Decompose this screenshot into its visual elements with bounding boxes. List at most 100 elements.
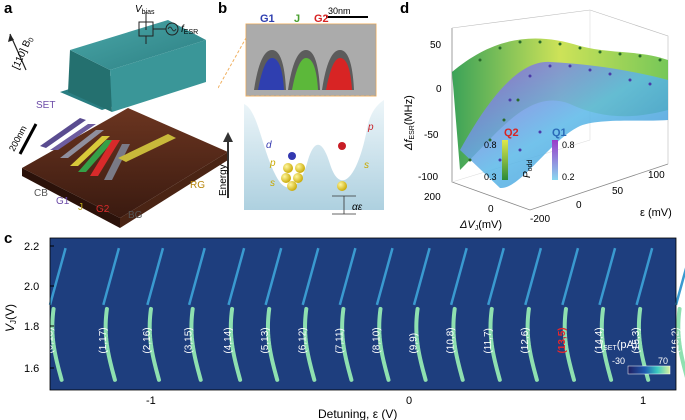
co-label: Co	[90, 31, 104, 43]
g2-label: G2	[96, 204, 110, 215]
potential-well	[244, 100, 384, 210]
panel-letter-c: c	[4, 230, 13, 247]
transition-line	[340, 306, 354, 382]
z-axis-label: ΔfESR(MHz)	[403, 95, 416, 151]
transition-label: (10,8)	[446, 327, 457, 353]
y-tick-0: 0	[576, 200, 582, 211]
transition-line	[599, 306, 614, 382]
electron-p-spin	[338, 142, 346, 150]
x-tick-200: 200	[424, 192, 441, 203]
q2-colorbar	[502, 140, 508, 180]
panel-letter-b: b	[218, 0, 228, 17]
transition-line-upper	[449, 247, 468, 306]
transition-line-upper	[524, 247, 543, 306]
transition-line	[676, 306, 685, 378]
y-tick-50: 50	[612, 186, 624, 197]
transition-line-upper	[674, 267, 685, 306]
panel-letter-a: a	[4, 0, 13, 17]
transition-line-upper	[48, 247, 67, 306]
s-orbital-left-label: s	[270, 178, 275, 189]
transition-line	[265, 306, 280, 382]
electron-p-1	[283, 163, 293, 173]
transition-line	[303, 306, 317, 382]
transition-label: (14,4)	[594, 327, 605, 353]
x-axis-label: Detuning, ε (V)	[318, 407, 397, 420]
transition-line	[377, 306, 391, 382]
sem-dot-g2	[326, 58, 352, 90]
j-title: J	[294, 13, 300, 25]
transition-line	[451, 306, 465, 382]
transition-line-upper	[598, 247, 617, 306]
scale-bar	[18, 123, 38, 155]
electron-s-right	[337, 181, 347, 191]
q1-surface	[460, 61, 668, 189]
p-orbital-left-label: p	[269, 158, 276, 169]
sem-scale-label: 30nm	[328, 6, 351, 16]
energy-arrowhead-icon	[223, 132, 233, 142]
esr-source-icon	[165, 22, 179, 36]
transition-line	[488, 306, 502, 382]
potential-diagram: 30nm G1 J G2 Energy d p s p s αε	[218, 6, 384, 215]
transition-label: (8,10)	[372, 327, 383, 353]
p-orbital-right-label: p	[367, 122, 374, 133]
q1-data-points	[498, 64, 652, 162]
field-label: [110] B0	[11, 35, 36, 72]
transition-label: (12,6)	[520, 327, 531, 353]
transition-label: (13,5)	[557, 327, 568, 353]
x-tick-0: 0	[406, 395, 412, 407]
q1-colorbar	[552, 140, 558, 180]
energy-label: Energy	[218, 164, 229, 196]
panel-letter-d: d	[400, 0, 410, 17]
connector-line	[218, 37, 247, 89]
plot-frame	[49, 237, 677, 391]
sine-icon	[167, 26, 177, 32]
transition-label: (11,7)	[483, 328, 494, 353]
transition-label: (1,17)	[98, 327, 109, 353]
charge-stability-plot: (0,18) (1,17) (2,16) (3,15) (4,14) (5,13) (6,1…	[3, 237, 685, 420]
transition-line-upper	[187, 247, 206, 306]
transition-label: (5,13)	[260, 327, 271, 353]
co-magnet-side	[110, 40, 206, 112]
transition-line	[147, 306, 161, 382]
y-tick-1-8: 1.8	[24, 321, 39, 333]
q1-title: Q1	[552, 127, 567, 139]
transition-line-upper	[301, 247, 320, 306]
s-orbital-right-label: s	[364, 160, 369, 171]
transition-line-upper	[102, 247, 121, 306]
x-tick-1: 1	[640, 395, 646, 407]
substrate-top	[22, 108, 228, 218]
substrate-side	[120, 152, 228, 228]
bg-label: BG	[128, 210, 143, 221]
electron-s-2	[293, 173, 303, 183]
transition-traces	[48, 247, 685, 382]
j-label: J	[78, 202, 83, 213]
d-orbital-label: d	[266, 140, 272, 151]
g1-title: G1	[260, 13, 275, 25]
cb-label: CB	[34, 188, 48, 199]
cbar-min: -30	[612, 356, 625, 366]
transition-line-upper	[338, 247, 357, 306]
transition-label: (7,11)	[334, 328, 345, 353]
field-arrowhead-icon	[8, 34, 14, 42]
transition-line-upper	[146, 247, 165, 306]
cbar-max: 70	[658, 356, 668, 366]
x-axis-label: ΔVJ(mV)	[459, 219, 502, 232]
electron-s-3	[287, 181, 297, 191]
g2-title: G2	[314, 13, 329, 25]
y-tick-2-0: 2.0	[24, 281, 39, 293]
g1-label: G1	[56, 196, 70, 207]
cbar-label: ISET(pA)	[600, 339, 637, 352]
x-tick-0: 0	[488, 204, 494, 215]
x-tick-neg1: -1	[146, 395, 156, 407]
transition-label: (2,16)	[142, 327, 153, 353]
transition-line	[562, 306, 576, 382]
q2-title: Q2	[504, 127, 519, 139]
y-tick-100: 100	[648, 170, 665, 181]
fesr-label: fESR	[181, 24, 198, 36]
sem-dot-g1	[258, 58, 284, 90]
set-label: SET	[36, 100, 55, 111]
x-tick-neg200: -200	[530, 214, 550, 225]
y-axis-label: ε (mV)	[640, 207, 672, 219]
q1-tick-high: 0.8	[562, 140, 575, 150]
y-tick-1-6: 1.6	[24, 363, 39, 375]
